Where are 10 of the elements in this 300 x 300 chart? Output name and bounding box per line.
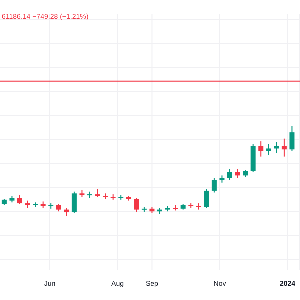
candlestick (274, 142, 280, 154)
candlestick (258, 141, 264, 158)
candlestick (204, 188, 210, 209)
candlestick (266, 144, 272, 156)
candlestick (228, 168, 232, 181)
candlestick (134, 198, 140, 214)
candlestick (212, 178, 217, 194)
candlestick (72, 191, 77, 214)
candlestick (282, 138, 287, 158)
candlestick (290, 126, 295, 152)
